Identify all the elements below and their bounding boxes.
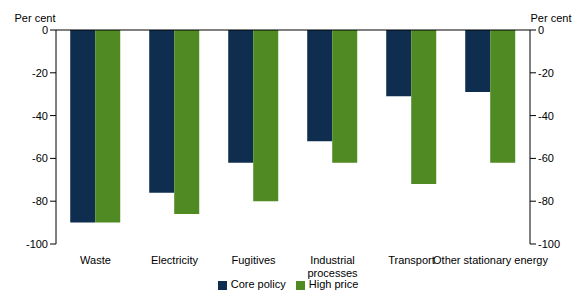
svg-text:Electricity: Electricity	[151, 254, 199, 266]
svg-text:Fugitives: Fugitives	[231, 254, 276, 266]
svg-text:0: 0	[538, 24, 544, 36]
svg-text:-40: -40	[538, 110, 554, 122]
svg-text:-80: -80	[32, 195, 48, 207]
svg-text:-60: -60	[538, 152, 554, 164]
svg-text:-100: -100	[538, 238, 560, 250]
svg-text:-60: -60	[32, 152, 48, 164]
svg-text:-40: -40	[32, 110, 48, 122]
svg-text:Per cent: Per cent	[15, 12, 56, 24]
html-text:Core policy: Core policy	[230, 278, 286, 290]
svg-text:Waste: Waste	[80, 254, 111, 266]
svg-text:Per cent: Per cent	[531, 12, 572, 24]
html-text:High price: High price	[308, 278, 359, 290]
svg-text:-80: -80	[538, 195, 554, 207]
svg-text:-20: -20	[32, 67, 48, 79]
svg-text:-20: -20	[538, 67, 554, 79]
svg-text:Industrialprocesses: Industrialprocesses	[307, 254, 358, 279]
svg-text:Other stationary energy: Other stationary energy	[433, 254, 548, 266]
svg-text:0: 0	[42, 24, 48, 36]
svg-text:Transport: Transport	[388, 254, 435, 266]
svg-text:-100: -100	[26, 238, 48, 250]
